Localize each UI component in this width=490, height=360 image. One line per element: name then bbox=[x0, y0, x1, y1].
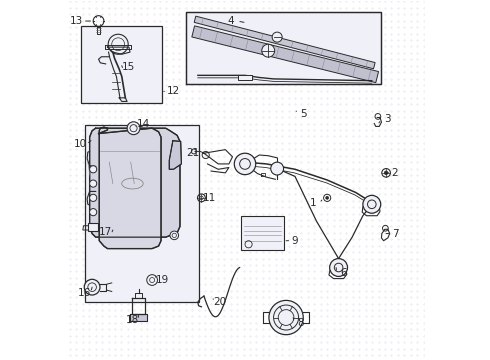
Text: 6: 6 bbox=[340, 268, 346, 278]
Text: 18: 18 bbox=[126, 315, 139, 325]
Polygon shape bbox=[169, 141, 181, 169]
Circle shape bbox=[269, 300, 303, 335]
Circle shape bbox=[90, 180, 97, 187]
Circle shape bbox=[384, 171, 388, 175]
Polygon shape bbox=[192, 26, 379, 83]
Text: 13: 13 bbox=[70, 16, 83, 26]
Circle shape bbox=[363, 195, 381, 213]
Polygon shape bbox=[194, 16, 375, 69]
Text: 21: 21 bbox=[187, 148, 200, 158]
Text: 1: 1 bbox=[310, 198, 316, 208]
Bar bbox=[238, 75, 252, 80]
Text: 12: 12 bbox=[167, 86, 180, 96]
Text: 5: 5 bbox=[301, 109, 307, 119]
Polygon shape bbox=[130, 314, 147, 321]
Text: 20: 20 bbox=[214, 297, 226, 307]
Circle shape bbox=[270, 162, 284, 175]
Text: 2: 2 bbox=[392, 168, 398, 178]
Polygon shape bbox=[90, 128, 180, 237]
Circle shape bbox=[234, 153, 256, 175]
Circle shape bbox=[326, 197, 329, 199]
Circle shape bbox=[90, 208, 97, 216]
Text: 9: 9 bbox=[292, 236, 298, 246]
Bar bbox=[242, 216, 284, 249]
Text: 16: 16 bbox=[77, 288, 91, 297]
Circle shape bbox=[90, 166, 97, 173]
Circle shape bbox=[330, 258, 347, 276]
Bar bbox=[85, 125, 198, 302]
Text: 14: 14 bbox=[137, 118, 150, 129]
Circle shape bbox=[90, 194, 97, 202]
Circle shape bbox=[262, 44, 275, 57]
Circle shape bbox=[147, 275, 157, 285]
Circle shape bbox=[272, 32, 282, 42]
Text: 15: 15 bbox=[122, 63, 136, 72]
Bar bbox=[81, 26, 162, 103]
Polygon shape bbox=[186, 12, 381, 84]
Circle shape bbox=[84, 279, 100, 295]
Text: 3: 3 bbox=[385, 114, 391, 124]
Text: 7: 7 bbox=[392, 229, 398, 239]
Text: 19: 19 bbox=[156, 275, 170, 285]
Circle shape bbox=[170, 231, 178, 240]
Text: 10: 10 bbox=[74, 139, 87, 149]
Text: 8: 8 bbox=[297, 318, 304, 328]
Text: 4: 4 bbox=[227, 16, 234, 26]
Text: 17: 17 bbox=[99, 227, 112, 237]
Polygon shape bbox=[98, 127, 161, 249]
Bar bbox=[88, 223, 98, 231]
Text: 11: 11 bbox=[203, 193, 216, 203]
Circle shape bbox=[127, 122, 140, 135]
